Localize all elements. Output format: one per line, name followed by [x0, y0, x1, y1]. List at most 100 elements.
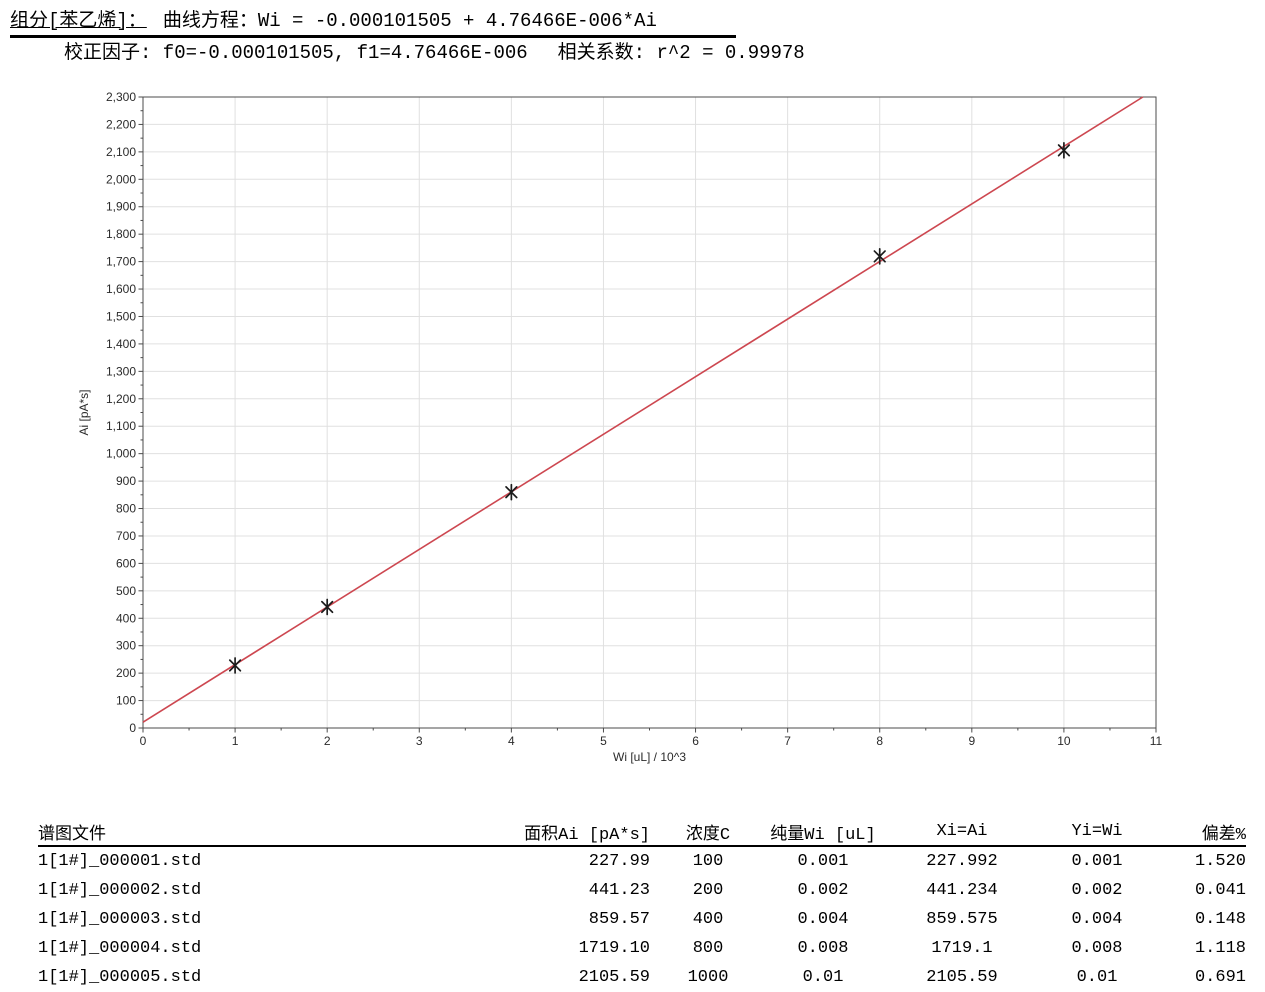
table-cell: 441.234: [926, 881, 998, 900]
table-cell: 2105.59: [926, 968, 998, 987]
y-tick-label: 900: [116, 474, 136, 488]
y-tick-label: 1,400: [106, 337, 136, 351]
table-cell: 0.691: [1194, 968, 1246, 987]
table-cell: 800: [692, 939, 724, 958]
table-cell: 0.008: [797, 939, 849, 958]
table-cell: 1[1#]_000003.std: [38, 910, 202, 929]
table-cell: 0.01: [1076, 968, 1118, 987]
x-tick-label: 4: [508, 734, 515, 748]
y-tick-label: 1,300: [106, 364, 136, 378]
results-table: 谱图文件 面积Ai [pA*s] 浓度C 纯量Wi [uL] Xi=Ai Yi=Wi 偏差%…: [38, 818, 1246, 992]
y-tick-label: 2,100: [106, 145, 136, 159]
report-title-line: 组分[苯乙烯]： 曲线方程：Wi = -0.000101505 + 4.76466…: [10, 5, 736, 38]
table-cell: 0.002: [797, 881, 849, 900]
y-tick-label: 1,000: [106, 447, 136, 461]
y-tick-label: 100: [116, 694, 136, 708]
x-axis-title: Wi [uL] / 10^3: [613, 750, 686, 764]
y-tick-label: 1,200: [106, 392, 136, 406]
x-tick-label: 10: [1057, 734, 1071, 748]
table-cell: 2105.59: [578, 968, 650, 987]
table-cell: 1[1#]_000001.std: [38, 852, 202, 871]
x-tick-label: 3: [416, 734, 423, 748]
table-cell: 0.01: [802, 968, 844, 987]
table-cell: 1[1#]_000005.std: [38, 968, 202, 987]
x-tick-label: 11: [1150, 734, 1163, 748]
data-point-marker: [228, 659, 242, 672]
x-tick-label: 1: [232, 734, 239, 748]
y-tick-label: 0: [129, 721, 136, 735]
y-tick-label: 1,900: [106, 200, 136, 214]
table-row: 1[1#]_000003.std 859.57 400 0.004 859.575 0.0…: [38, 905, 1246, 934]
y-tick-label: 1,800: [106, 227, 136, 241]
table-cell: 0.041: [1194, 881, 1246, 900]
table-cell: 400: [692, 910, 724, 929]
table-cell: 0.001: [1071, 852, 1123, 871]
table-cell: 1.520: [1194, 852, 1246, 871]
data-point-marker: [873, 250, 886, 263]
table-cell: 859.57: [588, 910, 650, 929]
component-label: 组分[苯乙烯]：: [10, 10, 147, 32]
calibration-curve-chart: 0 1 2 3 4 5 6 7 8 9 10 11 0 100 200 300 400 500 600 700 800 9…: [77, 90, 1163, 764]
table-cell: 0.148: [1194, 910, 1246, 929]
column-header: 浓度C: [650, 818, 766, 847]
column-header: 谱图文件: [38, 818, 508, 847]
table-cell: 100: [692, 852, 724, 871]
table-cell: 1[1#]_000002.std: [38, 881, 202, 900]
y-tick-label: 1,700: [106, 255, 136, 269]
table-body: 1[1#]_000001.std 227.99 100 0.001 227.992 0.0…: [38, 846, 1246, 992]
column-header: Xi=Ai: [880, 818, 1044, 847]
table-row: 1[1#]_000002.std 441.23 200 0.002 441.234 0.0…: [38, 876, 1246, 905]
data-point-marker: [1057, 144, 1071, 157]
x-tick-label: 7: [784, 734, 791, 748]
table-cell: 1[1#]_000004.std: [38, 939, 202, 958]
y-tick-label: 300: [116, 639, 136, 653]
table-row: 1[1#]_000005.std 2105.59 1000 0.01 2105.59 0.…: [38, 963, 1246, 992]
table-cell: 227.992: [926, 852, 998, 871]
y-tick-label: 700: [116, 529, 136, 543]
y-tick-label: 400: [116, 611, 136, 625]
data-point-marker: [505, 486, 518, 499]
x-tick-label: 2: [324, 734, 331, 748]
calibration-factors: 校正因子: f0=-0.000101505, f1=4.76466E-006: [64, 42, 528, 64]
x-tick-label: 9: [968, 734, 975, 748]
y-tick-label: 2,200: [106, 117, 136, 131]
table-row: 1[1#]_000004.std 1719.10 800 0.008 1719.1 0.0…: [38, 934, 1246, 963]
table-cell: 0.004: [1071, 910, 1123, 929]
regression-line: [142, 96, 1144, 723]
y-tick-label: 600: [116, 556, 136, 570]
column-header: Yi=Wi: [1044, 818, 1150, 847]
column-header: 偏差%: [1150, 818, 1246, 847]
column-header: 面积Ai [pA*s]: [508, 818, 650, 847]
table-cell: 0.004: [797, 910, 849, 929]
table-header-row: 谱图文件 面积Ai [pA*s] 浓度C 纯量Wi [uL] Xi=Ai Yi=Wi 偏差%: [38, 818, 1246, 847]
table-cell: 0.008: [1071, 939, 1123, 958]
curve-equation: 曲线方程：Wi = -0.000101505 + 4.76466E-006*Ai: [162, 10, 657, 32]
table-cell: 859.575: [926, 910, 998, 929]
x-tick-label: 0: [140, 734, 147, 748]
y-tick-label: 800: [116, 502, 136, 516]
x-tick-label: 5: [600, 734, 607, 748]
table-cell: 200: [692, 881, 724, 900]
table-row: 1[1#]_000001.std 227.99 100 0.001 227.992 0.0…: [38, 846, 1246, 876]
table-cell: 1.118: [1194, 939, 1246, 958]
table-cell: 0.002: [1071, 881, 1123, 900]
x-tick-label: 8: [876, 734, 883, 748]
x-tick-label: 6: [692, 734, 699, 748]
table-cell: 227.99: [588, 852, 650, 871]
results-table-wrap: 谱图文件 面积Ai [pA*s] 浓度C 纯量Wi [uL] Xi=Ai Yi=Wi 偏差%…: [38, 818, 1246, 992]
data-point-marker: [321, 600, 334, 614]
table-cell: 1719.10: [578, 939, 650, 958]
correlation-coefficient: 相关系数: r^2 = 0.99978: [557, 42, 805, 64]
y-tick-label: 1,500: [106, 309, 136, 323]
plot-frame: [142, 96, 1157, 729]
y-tick-label: 2,000: [106, 172, 136, 186]
table-cell: 0.001: [797, 852, 849, 871]
y-tick-label: 1,100: [106, 419, 136, 433]
table-cell: 1719.1: [931, 939, 993, 958]
y-tick-label: 200: [116, 666, 136, 680]
calibration-info-line: 校正因子: f0=-0.000101505, f1=4.76466E-006 相关…: [64, 37, 805, 64]
table-cell: 1000: [687, 968, 729, 987]
column-header: 纯量Wi [uL]: [766, 818, 880, 847]
table-cell: 441.23: [588, 881, 650, 900]
